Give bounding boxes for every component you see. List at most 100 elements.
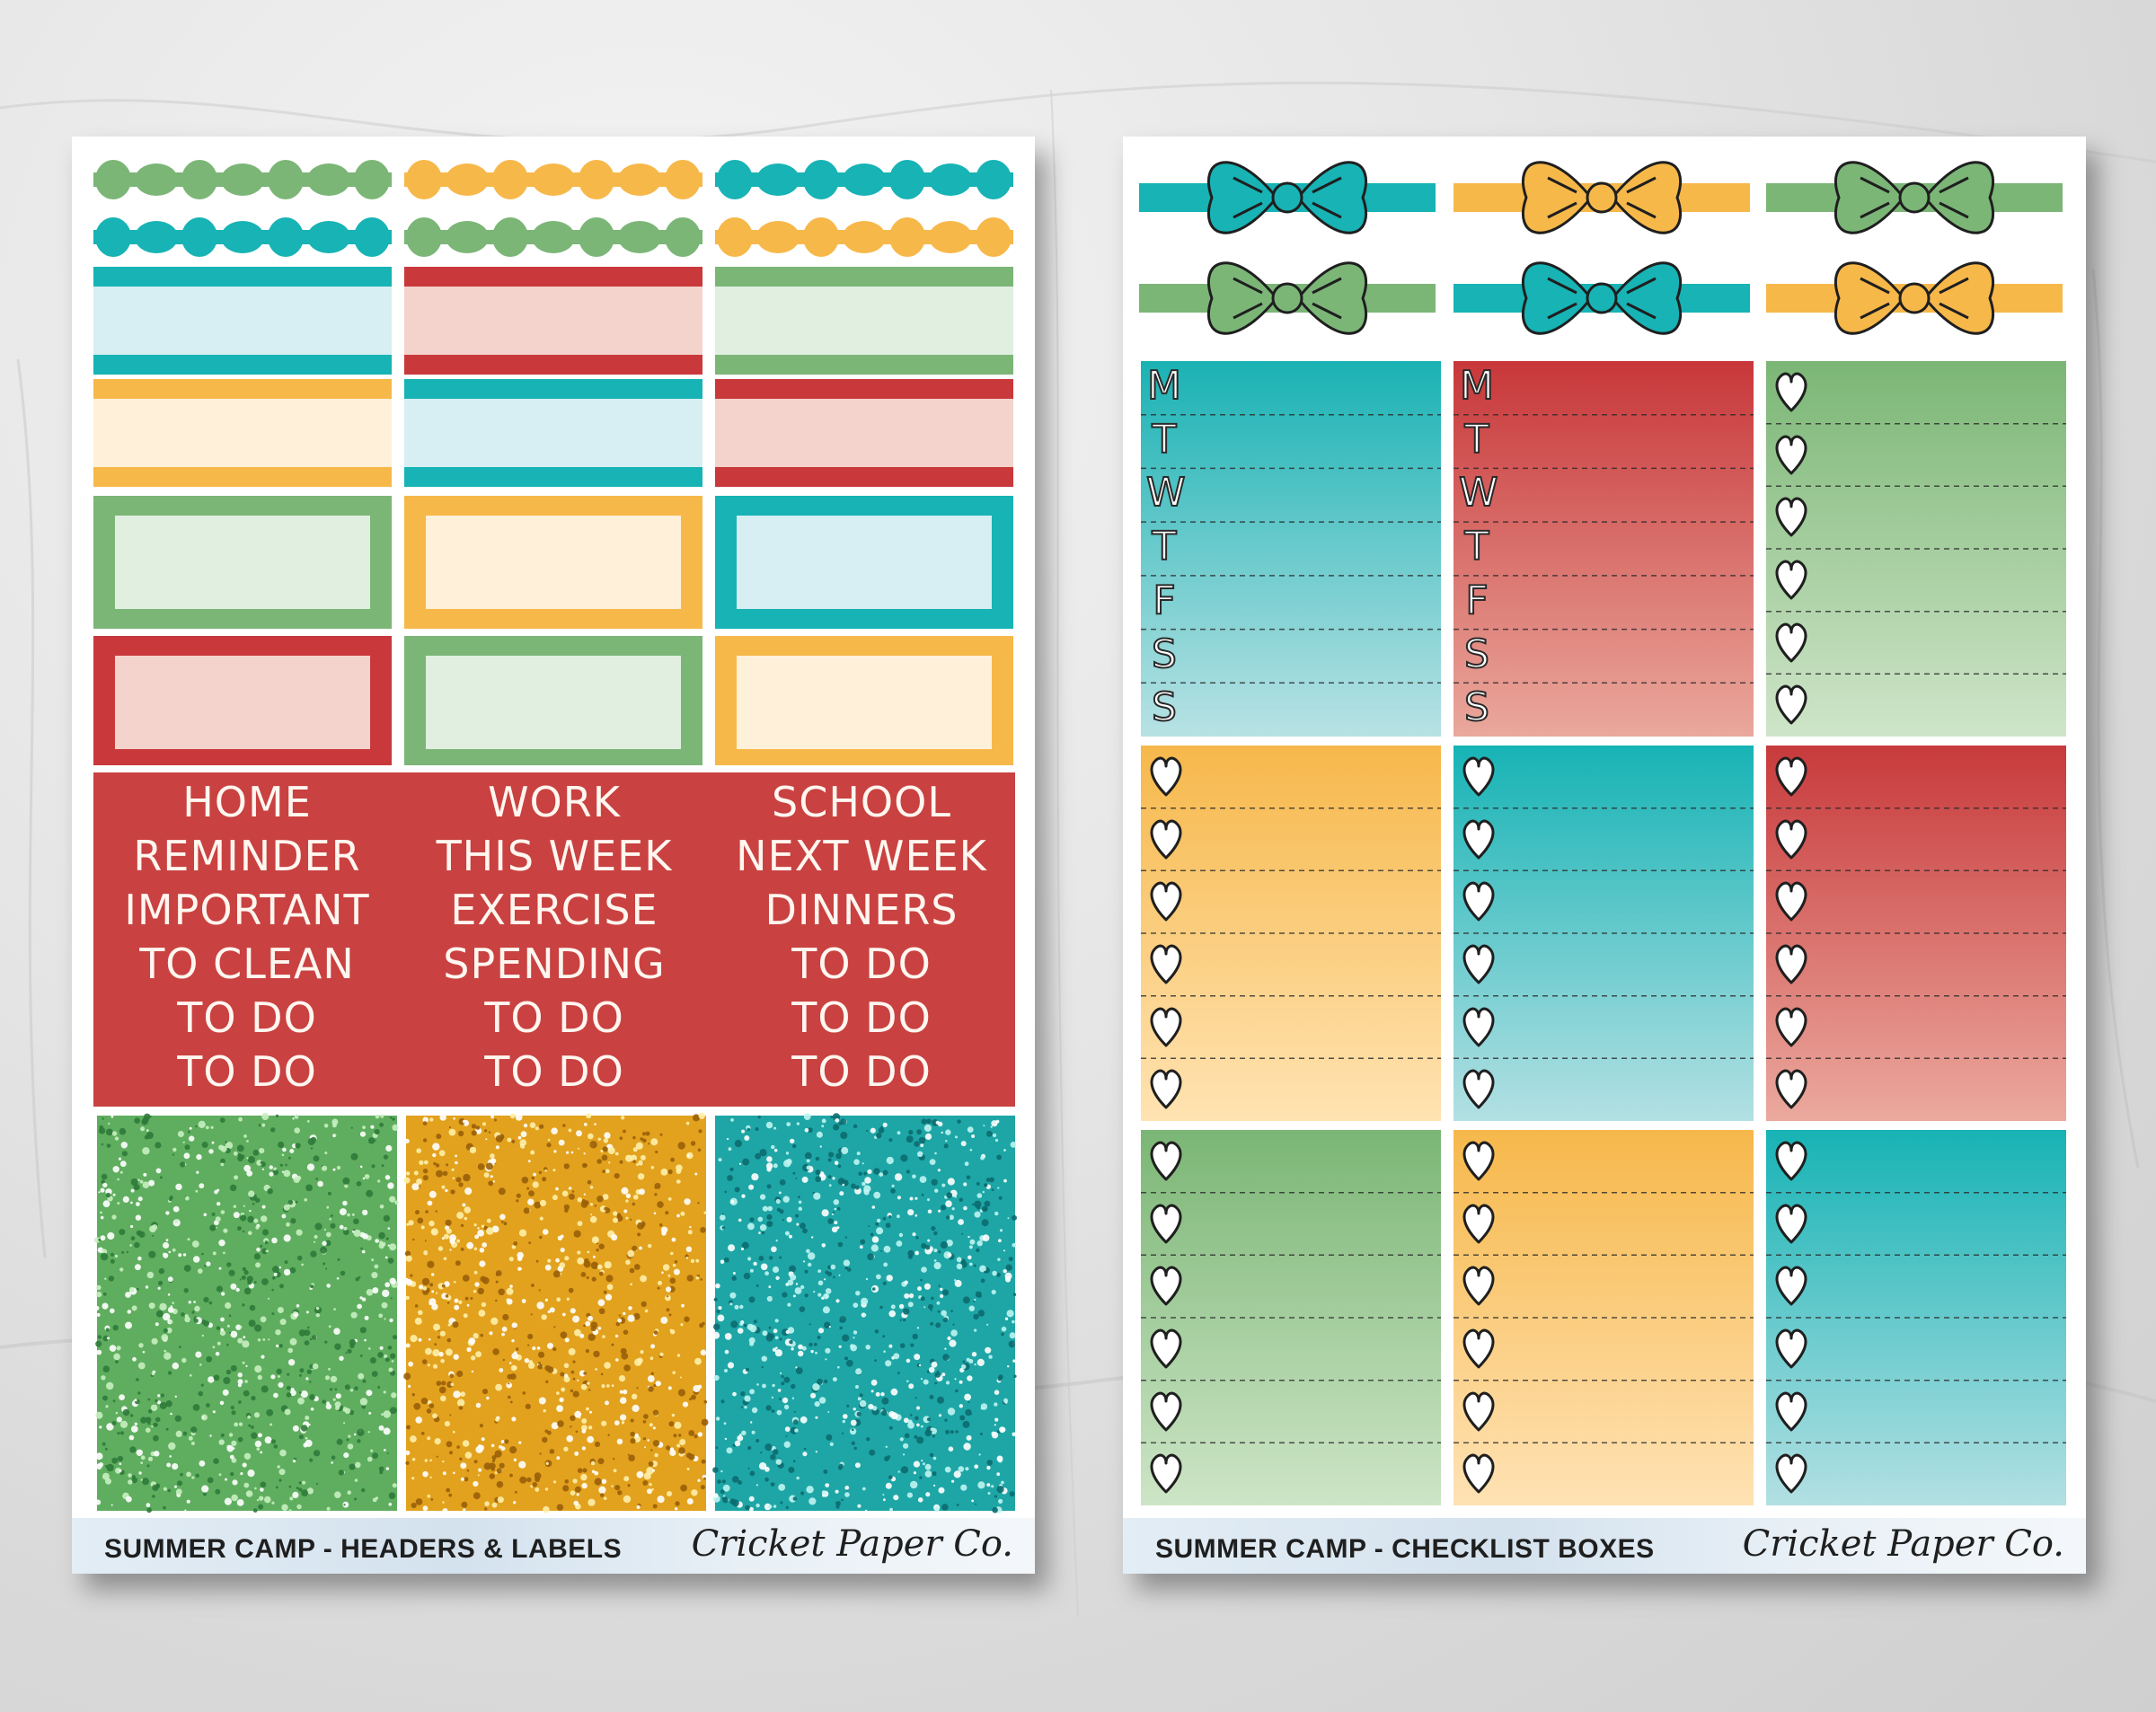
heart-checkbox-icon	[1150, 1266, 1182, 1306]
bow-icon	[1521, 261, 1593, 335]
header-strip	[404, 267, 702, 375]
dashed-line-set	[1141, 413, 1441, 684]
dashed-line-set	[1766, 422, 2066, 675]
dashed-line-set	[1141, 1191, 1441, 1444]
heart-checkbox-icon	[1462, 1141, 1495, 1181]
weekday-letter: T	[1464, 523, 1490, 570]
bow-icon	[1521, 161, 1593, 234]
word-label: TO DO	[791, 1047, 932, 1096]
heart-checkbox-icon	[1462, 819, 1495, 859]
heart-checkbox-icon	[1150, 1007, 1182, 1046]
word-column: WORK THIS WEEK EXERCISE SPENDING TO DO TO DO	[401, 772, 708, 1107]
heart-checkbox-icon	[1462, 756, 1495, 797]
word-label: IMPORTANT	[124, 886, 370, 934]
dashed-line-set	[1141, 807, 1441, 1060]
heart-checkbox-icon	[1462, 1453, 1495, 1494]
bow-ribbon-sticker	[1139, 261, 1436, 335]
bow-ribbon-sticker	[1766, 261, 2063, 335]
sheet-title: SUMMER CAMP - HEADERS & LABELS	[104, 1534, 623, 1564]
heart-checkbox-icon	[1775, 1204, 1807, 1243]
weekday-letter: T	[1464, 416, 1490, 463]
heart-checklist-box	[1141, 746, 1441, 1121]
header-strip	[404, 379, 702, 487]
heart-checklist-box	[1454, 1130, 1754, 1505]
heart-checkbox-icon	[1775, 684, 1807, 725]
dashed-line-set	[1454, 1191, 1754, 1444]
header-strip	[93, 267, 392, 375]
weekday-letter: F	[1464, 577, 1489, 624]
heart-checklist-box	[1766, 1130, 2066, 1505]
heart-checkbox-icon	[1150, 819, 1182, 859]
dashed-line-set	[1454, 413, 1754, 684]
word-label: TO DO	[484, 993, 624, 1042]
sheet-footer: SUMMER CAMP - CHECKLIST BOXES Cricket Pa…	[1123, 1518, 2086, 1574]
heart-checkbox-icon	[1150, 1453, 1182, 1494]
word-label: TO DO	[791, 940, 932, 988]
bow-ribbon-sticker	[1454, 261, 1750, 335]
heart-checkbox-icon	[1775, 1266, 1807, 1306]
weekday-letter: S	[1463, 631, 1490, 678]
header-strip	[715, 267, 1013, 375]
bow-icon	[1206, 161, 1278, 234]
framed-label-box	[93, 496, 392, 629]
glitter-block	[93, 1113, 399, 1513]
word-column: HOME REMINDER IMPORTANT TO CLEAN TO DO TO DO	[93, 772, 401, 1107]
word-label: TO DO	[177, 1047, 317, 1096]
scallop-strip	[404, 160, 702, 199]
weekday-letter: F	[1152, 577, 1176, 624]
scallop-strip	[715, 217, 1013, 257]
weekday-letter: T	[1152, 416, 1178, 463]
heart-checkbox-icon	[1150, 944, 1182, 984]
heart-checklist-box	[1766, 746, 2066, 1121]
word-column: SCHOOL NEXT WEEK DINNERS TO DO TO DO TO DO	[708, 772, 1015, 1107]
scallop-strip	[404, 217, 702, 257]
glitter-blocks	[93, 1112, 1017, 1513]
heart-checkbox-icon	[1775, 1328, 1807, 1369]
heart-checkbox-icon	[1150, 1204, 1182, 1243]
heart-checkbox-icon	[1775, 560, 1807, 600]
heart-checkbox-icon	[1462, 1391, 1495, 1431]
heart-checkbox-icon	[1775, 1453, 1807, 1494]
weekday-letter: W	[1458, 469, 1499, 516]
scallop-border-strips	[93, 160, 1013, 765]
heart-checkbox-icon	[1462, 1266, 1495, 1306]
heart-checkbox-icon	[1775, 1391, 1807, 1431]
bow-ribbon-sticker	[1454, 161, 1750, 234]
glitter-block	[403, 1112, 709, 1513]
bow-ribbon-sticker	[1766, 161, 2063, 234]
heart-checkbox-icon	[1462, 1069, 1495, 1109]
heart-checkbox-icon	[1775, 622, 1807, 662]
heart-checkbox-icon	[1150, 1391, 1182, 1431]
header-strip	[715, 379, 1013, 487]
word-label: EXERCISE	[450, 886, 658, 934]
framed-label-box	[715, 496, 1013, 629]
heart-checkbox-icon	[1150, 1069, 1182, 1109]
heart-checkbox-icon	[1775, 881, 1807, 922]
heart-checklist-box	[1454, 746, 1754, 1121]
bow-icon	[1206, 261, 1278, 335]
glitter-block	[712, 1113, 1017, 1513]
weekday-letter: S	[1151, 631, 1178, 678]
scallop-strip	[93, 160, 392, 199]
heart-checkbox-icon	[1150, 881, 1182, 922]
heart-checkbox-icon	[1775, 435, 1807, 474]
dashed-line-set	[1454, 807, 1754, 1060]
word-label: SPENDING	[443, 940, 666, 988]
word-label-panel: HOME REMINDER IMPORTANT TO CLEAN TO DO TO DO W…	[93, 772, 1015, 1107]
heart-checkbox-icon	[1462, 1328, 1495, 1369]
word-label: REMINDER	[133, 832, 361, 880]
dashed-line-set	[1766, 807, 2066, 1060]
heart-checkbox-icon	[1150, 1328, 1182, 1369]
sheet-footer: SUMMER CAMP - HEADERS & LABELS Cricket P…	[72, 1518, 1035, 1574]
weekday-letter: S	[1151, 684, 1178, 731]
dashed-line-set	[1766, 1191, 2066, 1444]
heart-checklist-box	[1141, 1130, 1441, 1505]
heart-checkbox-icon	[1775, 497, 1807, 537]
word-label: TO DO	[177, 993, 317, 1042]
scallop-strip	[93, 217, 392, 257]
heart-checkbox-icon	[1775, 1007, 1807, 1046]
